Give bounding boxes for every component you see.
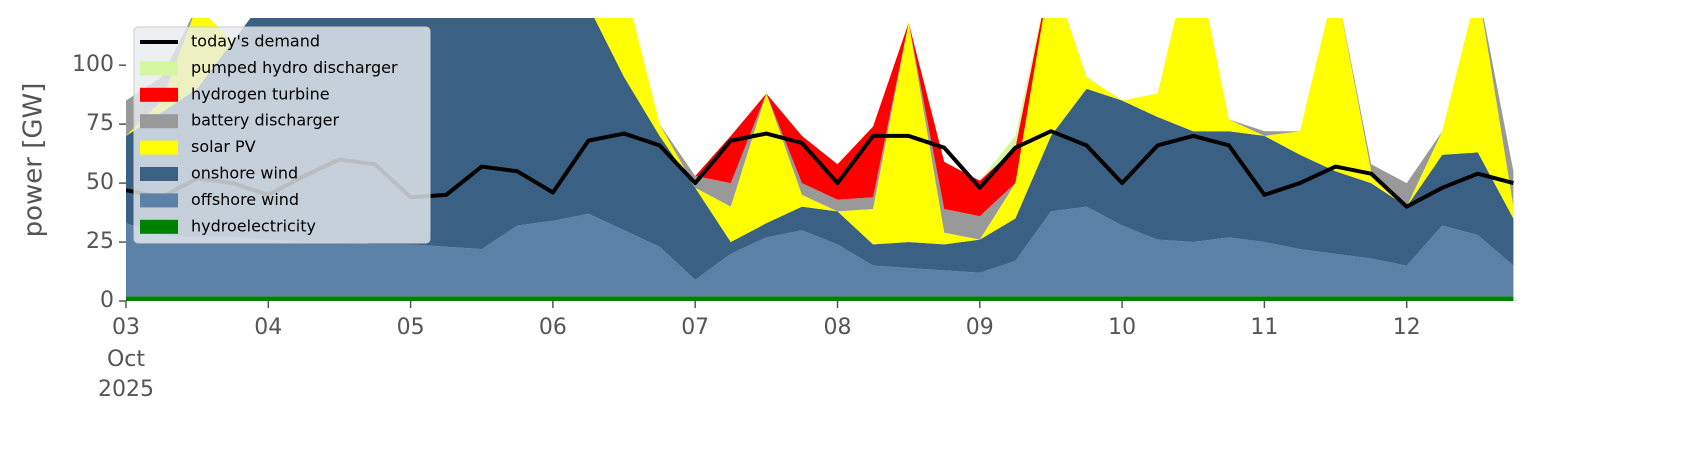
area [126, 18, 1514, 280]
legend: today's demand pumped hydro discharger hyd… [133, 26, 431, 244]
area [126, 296, 1514, 301]
legend-label: pumped hydro discharger [191, 58, 398, 77]
y-tick-label: 0 [100, 288, 114, 313]
x-tick-label: 04 [254, 315, 282, 340]
legend-label: hydroelectricity [191, 216, 316, 235]
area [126, 18, 1514, 217]
x-tick-label: 12 [1393, 315, 1421, 340]
legend-box [133, 26, 431, 244]
y-tick-label: 50 [86, 170, 114, 195]
plot-area [126, 18, 1514, 301]
x-year-label: 2025 [98, 377, 154, 402]
legend-swatch [140, 193, 178, 208]
y-axis-label: power [GW] [19, 83, 49, 238]
x-tick-label: 06 [539, 315, 567, 340]
x-tick-label: 11 [1250, 315, 1278, 340]
y-tick-label: 100 [72, 52, 114, 77]
legend-swatch [140, 219, 178, 234]
legend-label: offshore wind [191, 190, 299, 209]
legend-swatch [140, 87, 178, 102]
legend-label: today's demand [191, 32, 320, 51]
legend-label: battery discharger [191, 111, 339, 130]
legend-label: solar PV [191, 137, 256, 156]
x-tick-label: 07 [681, 315, 709, 340]
x-tick-label: 05 [397, 315, 425, 340]
axes: 0 25 50 75 100 03 04 05 06 07 08 09 10 11 12 Oct 2025 [72, 52, 1421, 402]
x-tick-label: 10 [1108, 315, 1136, 340]
legend-swatch [140, 61, 178, 76]
x-month-label: Oct [107, 347, 145, 372]
legend-swatch [140, 140, 178, 155]
area [126, 18, 1514, 240]
legend-label: onshore wind [191, 164, 298, 183]
legend-swatch [140, 167, 178, 181]
area [126, 206, 1514, 297]
x-tick-label: 08 [824, 315, 852, 340]
x-tick-label: 09 [966, 315, 994, 340]
y-tick-label: 75 [86, 111, 114, 136]
x-tick-label: 03 [112, 315, 140, 340]
legend-label: hydrogen turbine [191, 84, 330, 103]
y-tick-label: 25 [86, 229, 114, 254]
legend-swatch [140, 114, 178, 129]
area [126, 18, 1514, 245]
